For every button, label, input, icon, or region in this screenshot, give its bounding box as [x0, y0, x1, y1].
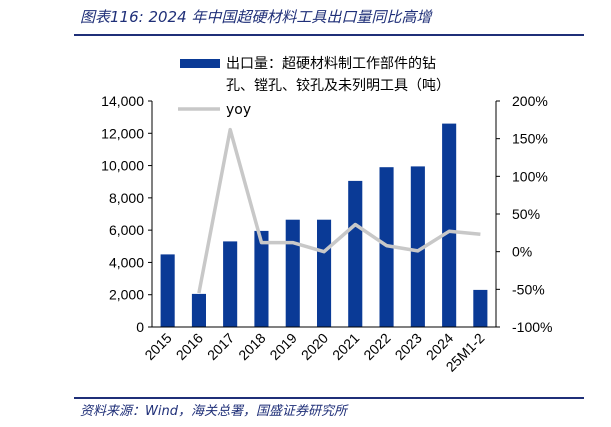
chart-axes	[148, 100, 500, 328]
bar-series	[160, 123, 488, 327]
yoy-line-series	[197, 127, 481, 294]
bar-2016	[191, 293, 206, 327]
right-tick-label: -50%	[512, 281, 545, 297]
yoy-line	[197, 127, 481, 294]
right-tick-label: -100%	[512, 319, 552, 335]
x-axis-tick-labels: 2015201620172018201920202021202220232024…	[141, 330, 487, 375]
x-tick-label: 2018	[235, 330, 268, 363]
left-tick-label: 6,000	[109, 222, 144, 238]
left-tick-label: 8,000	[109, 190, 144, 206]
legend-bar-label: 孔、镗孔、铰孔及未列明工具（吨）	[226, 78, 450, 94]
right-tick-label: 200%	[512, 93, 548, 109]
x-tick-label: 2020	[298, 330, 331, 363]
bar-2021	[348, 180, 363, 327]
bar-2018	[254, 230, 269, 327]
source-rule	[74, 397, 584, 399]
legend-bar-label: 出口量：超硬材料制工作部件的钻	[226, 56, 436, 72]
x-tick-label: 2016	[173, 330, 206, 363]
bar-2015	[160, 254, 175, 327]
right-tick-label: 150%	[512, 131, 548, 147]
title-rule	[74, 34, 584, 36]
legend-line-label: yoy	[226, 102, 251, 118]
legend-bar-swatch	[180, 59, 220, 68]
bar-2017	[223, 241, 238, 327]
left-tick-label: 12,000	[101, 125, 144, 141]
left-axis-tick-labels: 0 2,000 4,000 6,000 8,000 10,000 12,000 14,000	[101, 93, 144, 335]
bar-2024	[442, 123, 457, 327]
bar-25M1-2	[473, 289, 488, 327]
bar-2019	[285, 219, 300, 327]
right-tick-label: 50%	[512, 206, 540, 222]
figure-title: 图表116: 2024 年中国超硬材料工具出口量同比高增	[80, 8, 432, 26]
left-tick-label: 10,000	[101, 158, 144, 174]
right-tick-label: 0%	[512, 244, 532, 260]
x-tick-label: 2015	[141, 330, 174, 363]
left-tick-label: 14,000	[101, 93, 144, 109]
right-tick-label: 100%	[512, 168, 548, 184]
x-tick-label: 2017	[204, 330, 237, 363]
x-tick-label: 2021	[329, 330, 362, 363]
left-tick-label: 2,000	[109, 287, 144, 303]
source-note: 资料来源：Wind，海关总署，国盛证券研究所	[80, 404, 347, 419]
left-tick-label: 0	[136, 319, 144, 335]
right-axis-tick-labels: -100% -50% 0% 50% 100% 150% 200%	[512, 93, 552, 335]
bar-2020	[317, 219, 332, 327]
x-tick-label: 2019	[266, 330, 299, 363]
x-tick-label: 2022	[360, 330, 393, 363]
x-tick-label: 2023	[392, 330, 425, 363]
bar-2023	[410, 166, 425, 327]
left-tick-label: 4,000	[109, 254, 144, 270]
